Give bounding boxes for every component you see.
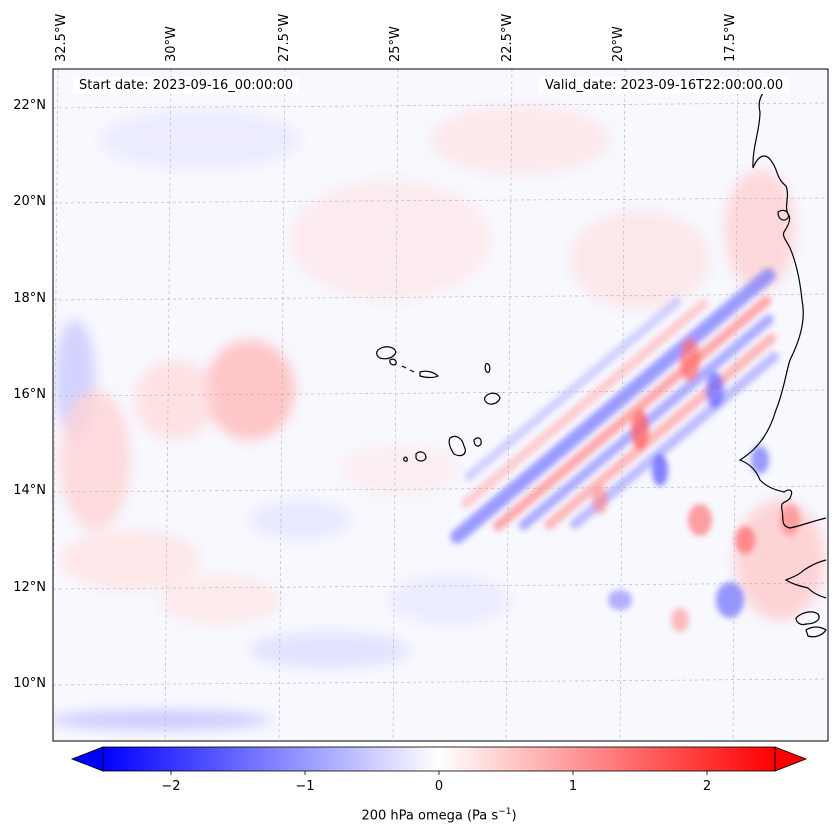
colorbar-body [103,747,775,771]
lon-label-22-5w: 22.5°W [500,13,515,62]
colorbar-extend-max [774,746,808,772]
lat-label-10n: 10°N [13,676,46,691]
lon-label-30w: 30°W [164,26,179,62]
lon-label-25w: 25°W [388,26,403,62]
colorbar [70,746,808,775]
lon-label-17-5w: 17.5°W [723,13,738,62]
coastline [738,85,827,638]
colorbar-extend-min [70,746,104,772]
start-date-label: Start date: 2023-09-16_00:00:00 [73,77,300,94]
colorbar-label: 200 hPa omega (Pa s−1) [361,807,516,823]
colorbar-tick-0: 0 [434,779,444,794]
colorbar-label-sup: −1 [498,807,512,817]
gridlines [53,69,828,741]
lat-label-12n: 12°N [13,580,46,595]
colorbar-tick-1: 1 [568,779,578,794]
lat-label-18n: 18°N [13,291,46,306]
map-frame [52,68,829,742]
colorbar-label-close: ) [511,808,517,824]
colorbar-tick-neg1: −1 [295,779,315,794]
colorbar-tick-neg2: −2 [161,779,181,794]
omega-field [53,105,825,730]
lon-label-32-5w: 32.5°W [54,13,69,62]
lat-label-20n: 20°N [13,194,46,209]
active-band [450,268,800,632]
valid-date-label: Valid_date: 2023-09-16T22:00:00.00 [539,77,790,94]
lon-label-27-5w: 27.5°W [277,13,292,62]
cape-verde-islands [376,346,501,462]
lat-label-22n: 22°N [13,98,46,113]
colorbar-label-main: 200 hPa omega (Pa s [361,808,499,824]
lon-label-20w: 20°W [611,26,626,62]
lat-label-14n: 14°N [13,483,46,498]
lat-label-16n: 16°N [13,387,46,402]
colorbar-tick-2: 2 [702,779,712,794]
